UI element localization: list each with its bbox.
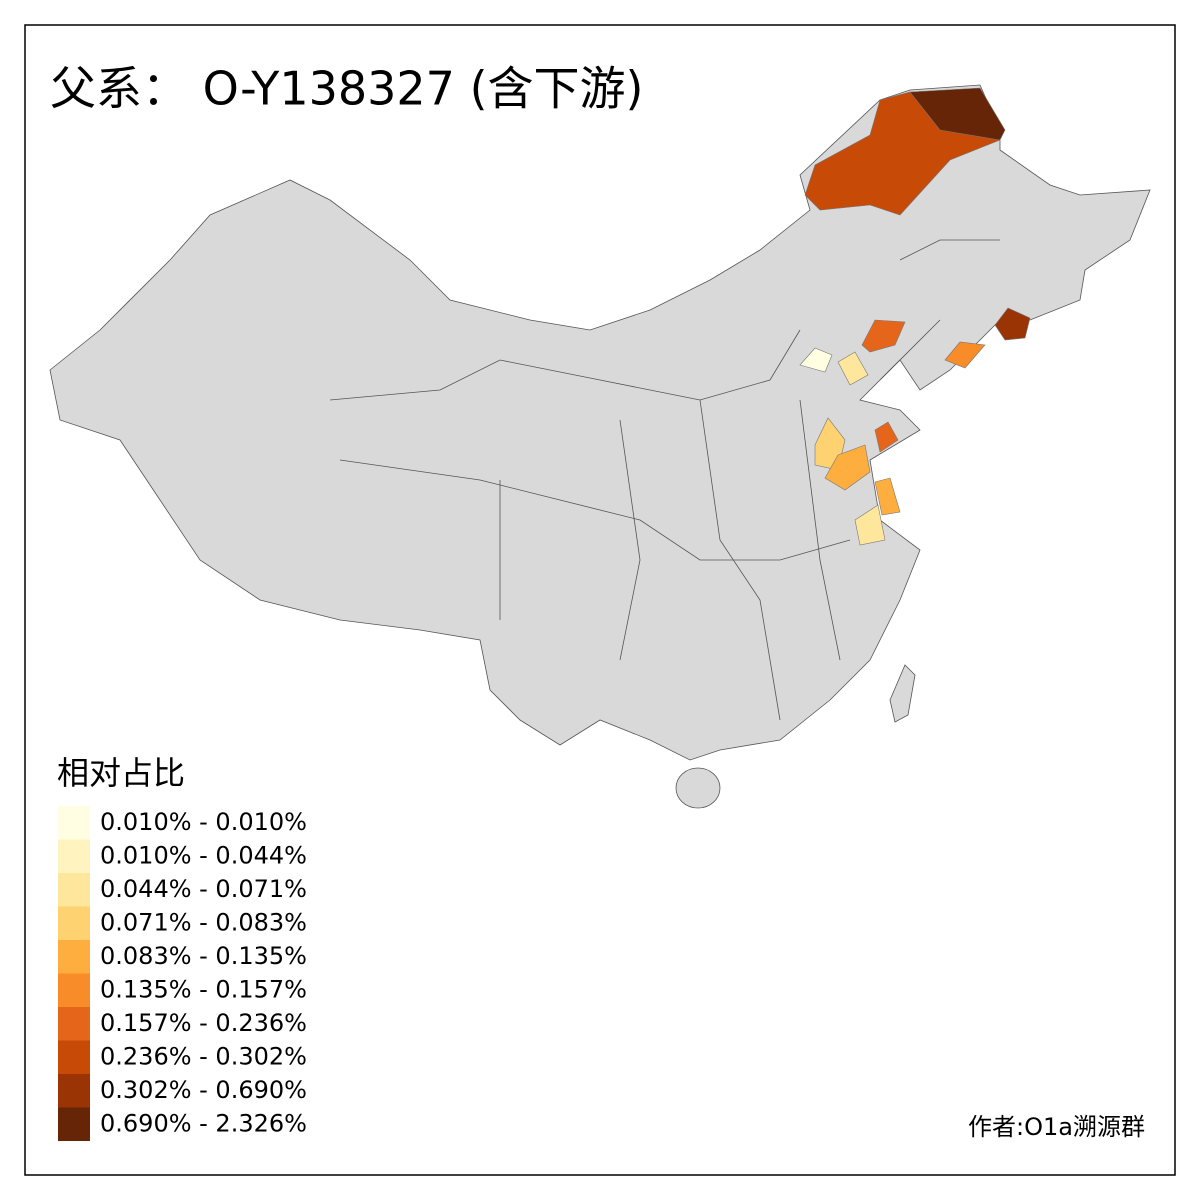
region: [944, 341, 986, 369]
legend-swatch: [58, 940, 90, 974]
legend-swatch: [58, 839, 90, 873]
legend-swatch: [58, 873, 90, 907]
province-border: [329, 239, 1000, 721]
legend-label: 0.071% - 0.083%: [100, 908, 307, 936]
legend-label: 0.135% - 0.157%: [100, 975, 307, 1003]
legend-title: 相对占比: [57, 754, 185, 792]
legend: 0.010% - 0.010% 0.010% - 0.044% 0.044% - 0…: [58, 806, 307, 1141]
region: [861, 319, 906, 353]
region: [824, 444, 871, 491]
region: [909, 87, 1006, 141]
legend-label: 0.157% - 0.236%: [100, 1009, 307, 1037]
legend-swatch: [58, 1107, 90, 1141]
legend-swatch: [58, 906, 90, 940]
legend-label: 0.236% - 0.302%: [100, 1042, 307, 1070]
legend-label: 0.302% - 0.690%: [100, 1076, 307, 1104]
legend-swatch: [58, 1074, 90, 1108]
region: [874, 477, 901, 516]
legend-label: 0.083% - 0.135%: [100, 942, 307, 970]
map-base: [49, 84, 1151, 809]
legend-swatch: [58, 1040, 90, 1074]
country-outline: [49, 84, 1151, 761]
legend-label: 0.690% - 2.326%: [100, 1109, 307, 1137]
region: [854, 504, 886, 546]
legend-label: 0.010% - 0.044%: [100, 841, 307, 869]
credit: 作者:O1a溯源群: [968, 1113, 1145, 1141]
island: [889, 664, 916, 723]
map-title: 父系： O-Y138327 (含下游): [50, 62, 643, 116]
legend-label: 0.010% - 0.010%: [100, 808, 307, 836]
legend-label: 0.044% - 0.071%: [100, 875, 307, 903]
region: [874, 421, 899, 453]
region: [994, 307, 1031, 341]
legend-swatch: [58, 1007, 90, 1041]
region: [837, 351, 869, 386]
region: [799, 347, 833, 373]
highlighted-regions: [799, 87, 1031, 546]
legend-swatch: [58, 806, 90, 840]
island: [675, 767, 721, 809]
legend-swatch: [58, 973, 90, 1007]
